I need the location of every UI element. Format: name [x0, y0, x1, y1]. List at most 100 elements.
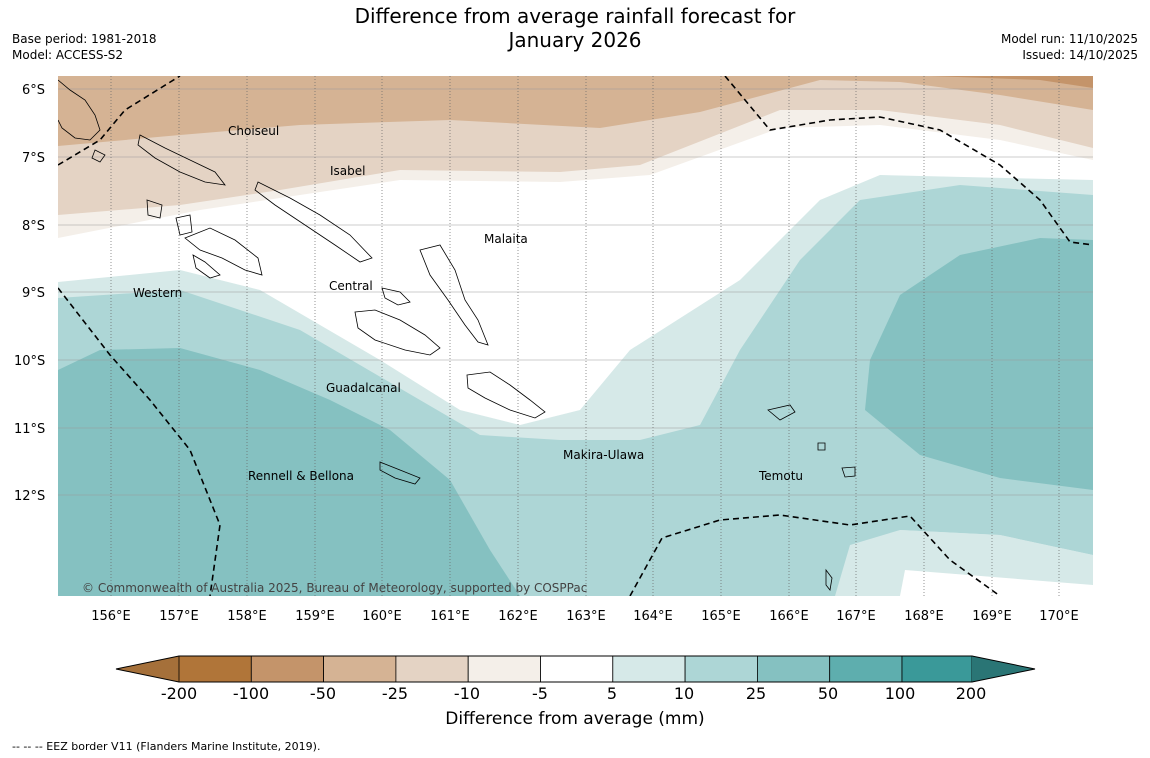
colorbar-arrow-right	[972, 656, 1035, 682]
colorbar-swatch	[540, 655, 614, 683]
eez-footnote: -- -- -- EEZ border V11 (Flanders Marine…	[12, 740, 321, 753]
colorbar-tick: -5	[532, 684, 548, 700]
region-label-temotu: Temotu	[758, 469, 803, 483]
eez-border-south	[629, 514, 1001, 596]
lon-label: 157°E	[159, 609, 199, 624]
colorbar-swatch	[757, 655, 831, 683]
title-line-2: January 2026	[508, 28, 642, 52]
band-minus25	[58, 76, 1093, 146]
rainfall-map: Choiseul Isabel Malaita Western Central …	[14, 76, 1093, 700]
colorbar-tick: -25	[382, 684, 408, 700]
issued-date: Issued: 14/10/2025	[1022, 48, 1138, 62]
rendova-coast	[192, 254, 221, 279]
colorbar-title: Difference from average (mm)	[445, 709, 705, 729]
eez-border-west	[58, 287, 221, 596]
eez-borders	[58, 76, 1093, 596]
region-label-central: Central	[329, 279, 373, 293]
colorbar-swatch	[395, 655, 469, 683]
band-neutral-south	[900, 570, 1093, 596]
kolombangara-coast	[175, 214, 193, 236]
lat-label: 7°S	[22, 151, 45, 166]
map-title: Difference from average rainfall forecas…	[0, 4, 1150, 52]
colorbar-outline	[115, 655, 1036, 683]
lon-label: 161°E	[430, 609, 470, 624]
eez-border-north-east	[724, 76, 1093, 246]
colorbar-ticks: -200 -100 -50 -25 -10 -5 5 10 25 50 100 …	[161, 684, 986, 700]
colorbar-swatch	[323, 655, 397, 683]
colorbar-swatch	[178, 655, 252, 683]
region-label-guadalcanal: Guadalcanal	[326, 381, 401, 395]
choiseul-coast	[137, 134, 226, 186]
new-georgia-coast	[184, 227, 263, 276]
lat-label: 8°S	[22, 219, 45, 234]
lat-label: 12°S	[14, 489, 45, 504]
lon-label: 170°E	[1039, 609, 1079, 624]
lon-label: 167°E	[836, 609, 876, 624]
region-label-choiseul: Choiseul	[228, 124, 279, 138]
colorbar-tick: 200	[956, 684, 987, 700]
lat-label: 10°S	[14, 354, 45, 369]
island-coast	[91, 149, 106, 163]
lon-label: 158°E	[227, 609, 267, 624]
coastlines	[58, 79, 856, 591]
band-minus50	[930, 76, 1093, 88]
lon-label: 165°E	[701, 609, 741, 624]
bougainville-coast	[58, 79, 101, 141]
model-run: Model run: 11/10/2025	[1000, 32, 1138, 46]
santa-cruz-coast	[767, 404, 796, 421]
guadalcanal-coast	[354, 309, 441, 356]
colorbar-tick: -200	[161, 684, 197, 700]
colorbar-tick: 10	[674, 684, 694, 700]
meta-left: Base period: 1981-2018 Model: ACCESS-S2	[12, 31, 157, 63]
lon-label: 160°E	[362, 609, 402, 624]
lon-label: 164°E	[633, 609, 673, 624]
eez-border-north-west	[58, 76, 181, 166]
island-coast	[841, 466, 856, 478]
colorbar-tick: -100	[233, 684, 269, 700]
colorbar-swatch	[684, 655, 758, 683]
vella-lavella-coast	[146, 199, 163, 219]
lat-label: 9°S	[22, 286, 45, 301]
longitude-labels: 156°E 157°E 158°E 159°E 160°E 161°E 162°…	[91, 609, 1079, 624]
lon-label: 163°E	[566, 609, 606, 624]
model-name: Model: ACCESS-S2	[12, 48, 124, 62]
region-label-western: Western	[133, 286, 182, 300]
region-label-isabel: Isabel	[330, 164, 365, 178]
lon-label: 169°E	[972, 609, 1012, 624]
lon-label: 166°E	[769, 609, 809, 624]
lat-label: 6°S	[22, 83, 45, 98]
rennell-coast	[379, 461, 421, 485]
copyright-notice: © Commonwealth of Australia 2025, Bureau…	[82, 581, 587, 595]
isabel-coast	[254, 181, 373, 263]
base-period: Base period: 1981-2018	[12, 32, 157, 46]
lon-label: 168°E	[904, 609, 944, 624]
region-label-makira-ulawa: Makira-Ulawa	[563, 448, 644, 462]
colorbar-swatch	[250, 655, 325, 683]
lat-label: 11°S	[14, 422, 45, 437]
colorbar: -200 -100 -50 -25 -10 -5 5 10 25 50 100 …	[115, 655, 1036, 700]
latitude-labels: 6°S 7°S 8°S 9°S 10°S 11°S 12°S	[14, 83, 45, 504]
lon-label: 156°E	[91, 609, 131, 624]
colorbar-swatch	[829, 655, 903, 683]
band-plus25-west	[58, 348, 520, 596]
island-coast	[825, 568, 833, 591]
makira-coast	[466, 371, 546, 419]
map-plot-area: Choiseul Isabel Malaita Western Central …	[58, 76, 1093, 596]
colorbar-swatch	[612, 655, 686, 683]
region-label-rennell-bellona: Rennell & Bellona	[248, 469, 354, 483]
band-plus25-east	[865, 238, 1093, 490]
island-coast	[817, 442, 826, 451]
colorbar-tick: -50	[310, 684, 336, 700]
colorbar-arrow-left	[116, 656, 179, 682]
meta-right: Model run: 11/10/2025 Issued: 14/10/2025	[1001, 31, 1138, 63]
colorbar-tick: 50	[818, 684, 838, 700]
malaita-coast	[419, 244, 489, 346]
title-line-1: Difference from average rainfall forecas…	[354, 4, 796, 28]
colorbar-tick: 100	[885, 684, 916, 700]
lon-label: 159°E	[295, 609, 335, 624]
colorbar-tick: 5	[607, 684, 617, 700]
latitude-lines	[58, 88, 1093, 496]
lon-label: 162°E	[498, 609, 538, 624]
colorbar-tick: 25	[746, 684, 766, 700]
region-label-malaita: Malaita	[484, 232, 528, 246]
